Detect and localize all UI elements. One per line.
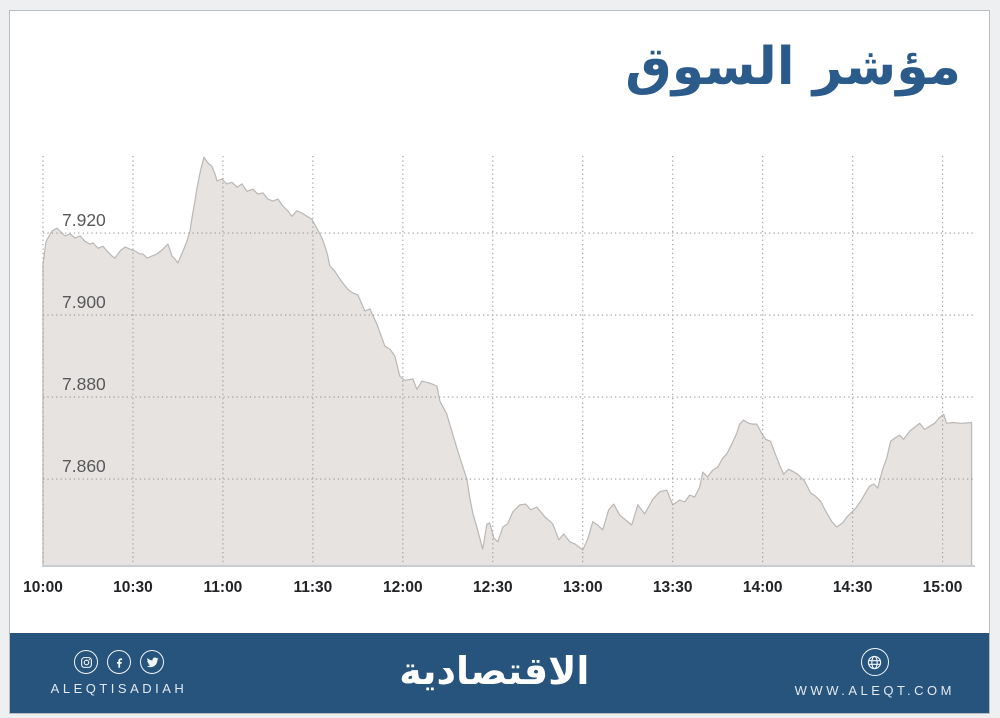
footer-bar: ALEQTISADIAH الاقتصادية WWW.ALEQT.COM bbox=[10, 633, 989, 713]
y-axis-tick-label: 7.860 bbox=[62, 456, 106, 476]
x-axis-tick-label: 11:00 bbox=[204, 579, 243, 596]
index-series-area bbox=[42, 156, 973, 567]
x-axis-tick-label: 13:00 bbox=[563, 579, 603, 596]
x-axis-tick-label: 15:00 bbox=[923, 579, 963, 596]
x-axis-tick-label: 13:30 bbox=[653, 579, 693, 596]
footer-website-url: WWW.ALEQT.COM bbox=[794, 683, 955, 698]
social-icon-row bbox=[74, 650, 164, 674]
chart-card: مؤشر السوق 10:00 10:30 11:00 11:30 12:00 12:3… bbox=[9, 10, 990, 714]
footer-social-block: ALEQTISADIAH bbox=[44, 650, 194, 696]
x-axis-tick-label: 10:30 bbox=[113, 579, 153, 596]
globe-icon bbox=[860, 648, 889, 676]
x-axis-tick-label: 12:30 bbox=[473, 579, 513, 596]
footer-website-block: WWW.ALEQT.COM bbox=[795, 648, 955, 698]
chart-title: مؤشر السوق bbox=[625, 37, 962, 97]
x-axis-tick-label: 14:30 bbox=[833, 579, 873, 596]
y-axis-tick-label: 7.900 bbox=[62, 292, 106, 312]
y-axis-tick-label: 7.920 bbox=[62, 210, 106, 230]
market-index-area-chart: 10:00 10:30 11:00 11:30 12:00 12:30 13:00 13:30… bbox=[23, 156, 975, 596]
instagram-icon bbox=[74, 650, 98, 674]
x-axis-tick-label: 11:30 bbox=[293, 579, 332, 596]
footer-social-handle: ALEQTISADIAH bbox=[50, 681, 188, 696]
facebook-icon bbox=[107, 650, 131, 674]
y-axis-tick-label: 7.880 bbox=[62, 374, 106, 394]
footer-newspaper-logo: الاقتصادية bbox=[399, 649, 590, 693]
x-axis-tick-label: 10:00 bbox=[23, 579, 63, 596]
x-axis-tick-label: 12:00 bbox=[383, 579, 423, 596]
x-axis-tick-label: 14:00 bbox=[743, 579, 783, 596]
twitter-icon bbox=[140, 650, 164, 674]
